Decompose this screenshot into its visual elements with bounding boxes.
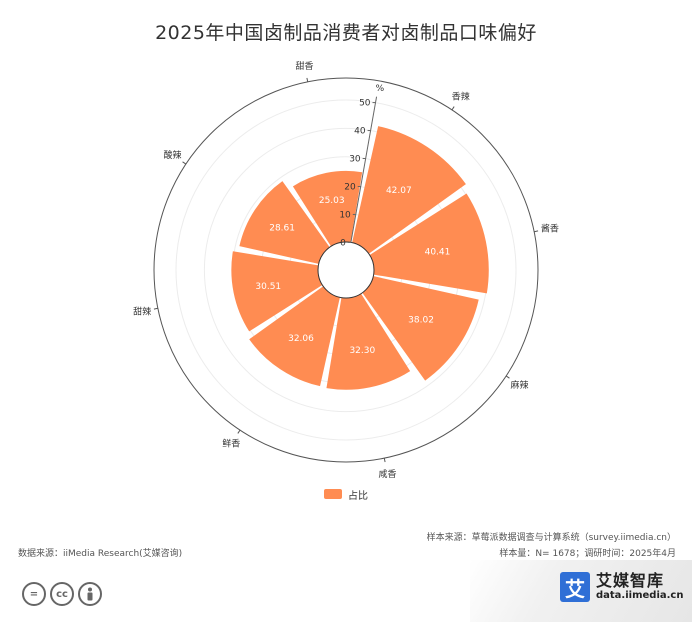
legend[interactable]: 占比 bbox=[324, 486, 368, 502]
grid-circle bbox=[175, 99, 517, 441]
radial-tick-label: 40 bbox=[354, 127, 366, 137]
category-label: 甜辣 bbox=[133, 305, 151, 317]
category-label: 酱香 bbox=[541, 223, 559, 235]
sample-size: 样本量：N= 1678；调研时间：2025年4月 bbox=[499, 549, 676, 559]
category-label: 香辣 bbox=[452, 91, 470, 103]
person-icon bbox=[78, 582, 102, 606]
inner-circle bbox=[317, 241, 375, 299]
category-tick bbox=[534, 230, 539, 233]
sector-bar bbox=[362, 276, 479, 381]
sector-bar bbox=[352, 126, 466, 254]
category-label: 咸香 bbox=[378, 468, 396, 480]
data-label: 40.41 bbox=[425, 247, 451, 257]
radial-tick-label: 50 bbox=[359, 99, 371, 109]
category-tick bbox=[182, 161, 187, 165]
radial-tick-label: 20 bbox=[344, 182, 356, 192]
equal-icon: = bbox=[22, 582, 46, 606]
sector-bar bbox=[249, 286, 340, 387]
sector-bar bbox=[239, 181, 330, 264]
category-tick bbox=[505, 375, 510, 379]
radial-axis bbox=[350, 96, 378, 243]
license-icons: = cc bbox=[22, 582, 102, 606]
radial-axis-unit: % bbox=[376, 84, 385, 94]
category-tick bbox=[237, 429, 241, 434]
legend-swatch bbox=[324, 489, 342, 499]
data-label: 30.51 bbox=[255, 282, 281, 292]
category-label: 酸辣 bbox=[164, 149, 182, 161]
brand[interactable]: 艾 艾媒智库 data.iimedia.cn bbox=[560, 572, 683, 602]
category-label: 鲜香 bbox=[222, 437, 240, 449]
sector-bar bbox=[231, 251, 323, 332]
cc-icon: cc bbox=[50, 582, 74, 606]
sector-bar bbox=[369, 193, 489, 294]
polar-bar-chart: 42.07 40.41 38.02 32.30 32.06 30.51 28.61 25.03… bbox=[133, 60, 559, 480]
data-label: 28.61 bbox=[269, 224, 295, 234]
data-label: 32.30 bbox=[349, 346, 375, 356]
data-label: 38.02 bbox=[408, 316, 434, 326]
category-tick bbox=[451, 106, 455, 111]
sector-bar bbox=[292, 170, 363, 247]
sample-source: 样本来源：草莓派数据调查与计算系统（survey.iimedia.cn） bbox=[426, 533, 676, 543]
category-label: 甜香 bbox=[296, 60, 314, 72]
sector-bar bbox=[326, 293, 411, 390]
data-label: 42.07 bbox=[386, 186, 412, 196]
data-label: 25.03 bbox=[319, 196, 345, 206]
category-tick bbox=[306, 77, 309, 82]
outer-circle bbox=[153, 77, 539, 463]
data-source: 数据来源：iiMedia Research(艾媒咨询) bbox=[18, 549, 183, 559]
radial-tick-label: 10 bbox=[339, 210, 351, 220]
radial-tick-label: 0 bbox=[340, 238, 346, 248]
data-label: 32.06 bbox=[288, 334, 314, 344]
category-label: 麻辣 bbox=[510, 379, 528, 391]
category-tick bbox=[153, 307, 158, 310]
radial-tick-label: 30 bbox=[349, 155, 361, 165]
chart-title: 2025年中国卤制品消费者对卤制品口味偏好 bbox=[155, 22, 537, 44]
brand-name: 艾媒智库 bbox=[596, 571, 665, 590]
brand-url: data.iimedia.cn bbox=[596, 590, 684, 601]
brand-logo-icon: 艾 bbox=[560, 572, 590, 602]
legend-label: 占比 bbox=[348, 490, 368, 502]
category-tick bbox=[383, 458, 386, 463]
